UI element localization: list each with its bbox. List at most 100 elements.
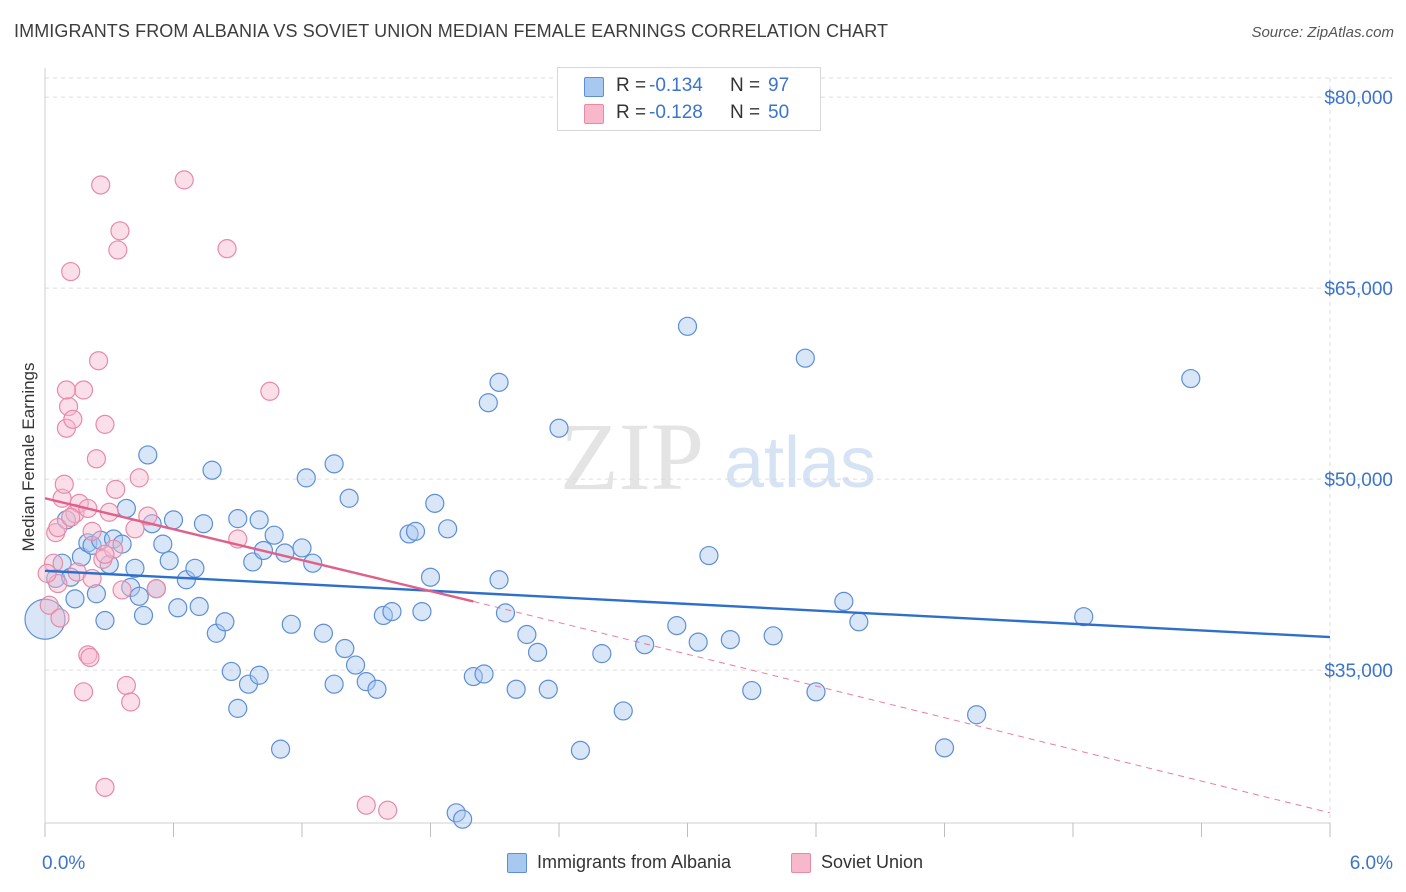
- soviet-point: [378, 800, 398, 820]
- soviet-point: [146, 579, 166, 599]
- albania-point: [538, 679, 558, 699]
- albania-point: [1074, 607, 1094, 627]
- x-tick-label: 6.0%: [1350, 853, 1393, 874]
- albania-point: [24, 598, 66, 640]
- soviet-point: [78, 645, 98, 665]
- albania-point: [249, 510, 269, 530]
- albania-point: [849, 612, 869, 632]
- soviet-swatch: [584, 104, 604, 124]
- soviet-point: [48, 517, 68, 538]
- albania-point: [193, 514, 214, 534]
- soviet-point: [95, 777, 115, 797]
- soviet-point: [50, 608, 70, 628]
- albania-point: [677, 316, 698, 336]
- albania-point: [185, 558, 205, 578]
- source-label: Source: ZipAtlas.com: [1251, 24, 1394, 41]
- albania-point: [720, 630, 740, 650]
- albania-point: [489, 570, 509, 590]
- albania-point: [438, 519, 458, 539]
- albania-point: [324, 674, 344, 694]
- albania-point: [489, 372, 509, 392]
- albania-point: [688, 632, 708, 652]
- albania-point: [834, 591, 854, 612]
- y-tick-label: $50,000: [1324, 470, 1393, 491]
- soviet-point: [86, 449, 107, 469]
- soviet-point: [108, 240, 128, 260]
- soviet-point: [63, 409, 83, 429]
- albania-point: [667, 616, 687, 636]
- axis-layer: [44, 68, 1331, 837]
- stats-row-albania: R = -0.134 N = 97: [558, 75, 820, 101]
- albania-point: [549, 418, 569, 438]
- soviet-point: [39, 595, 59, 615]
- albania-point: [228, 509, 248, 529]
- soviet-point: [61, 261, 81, 282]
- albania-point: [116, 498, 136, 519]
- albania-point: [405, 521, 426, 541]
- albania-point: [367, 679, 387, 699]
- albania-point: [324, 454, 344, 474]
- albania-point: [153, 534, 173, 554]
- albania-point: [95, 610, 115, 631]
- soviet-point: [95, 414, 115, 434]
- albania-point: [215, 612, 235, 632]
- watermark-atlas: atlas: [724, 423, 876, 503]
- r-label: R =: [616, 102, 647, 123]
- soviet-point: [116, 675, 136, 696]
- n-value: 97: [768, 75, 790, 96]
- soviet-point: [112, 580, 132, 600]
- albania-point: [159, 551, 179, 571]
- albania-point: [763, 626, 783, 646]
- albania-point: [934, 738, 955, 758]
- soviet-point: [58, 396, 79, 417]
- albania-point: [453, 809, 473, 829]
- soviet-point: [80, 647, 100, 668]
- albania-point: [517, 624, 537, 645]
- albania-point: [425, 493, 445, 513]
- albania-point: [138, 445, 158, 465]
- watermark-zip: ZIP: [560, 403, 704, 510]
- soviet-trend-extension: [473, 600, 1331, 814]
- stats-box: R = -0.134 N = 97 R = -0.128 N = 50: [557, 67, 821, 131]
- albania-point: [202, 460, 222, 480]
- albania-point: [168, 598, 188, 618]
- albania-point: [270, 739, 291, 759]
- albania-point: [163, 510, 184, 530]
- r-value: -0.128: [649, 102, 703, 123]
- albania-point: [313, 623, 334, 643]
- y-tick-label: $35,000: [1324, 661, 1393, 682]
- albania-point: [742, 680, 762, 701]
- albania-point: [412, 601, 432, 622]
- chart-legend: Immigrants from Albania Soviet Union: [0, 852, 1406, 876]
- grid-layer: [45, 77, 1392, 823]
- soviet-point: [121, 692, 141, 712]
- albania-point: [296, 468, 316, 488]
- albania-point: [221, 661, 241, 682]
- albania-point: [86, 584, 107, 604]
- soviet-point: [356, 795, 376, 815]
- watermark: ZIP atlas: [560, 403, 876, 510]
- soviet-point: [174, 170, 194, 190]
- soviet-point: [217, 239, 237, 259]
- albania-point: [281, 614, 301, 634]
- albania-point: [189, 596, 209, 617]
- legend-label-soviet: Soviet Union: [821, 852, 924, 872]
- soviet-point: [106, 479, 126, 499]
- albania-point: [292, 538, 312, 558]
- soviet-point: [95, 544, 115, 564]
- chart-title: IMMIGRANTS FROM ALBANIA VS SOVIET UNION …: [14, 21, 889, 41]
- soviet-point: [138, 506, 158, 526]
- soviet-point: [110, 221, 130, 241]
- tick-labels: $35,000 $50,000 $65,000 $80,000 0.0% 6.0%: [42, 88, 1393, 874]
- albania-point: [795, 348, 815, 368]
- albania-point: [249, 665, 269, 685]
- albania-point: [345, 655, 366, 675]
- albania-point: [133, 605, 154, 626]
- albania-point: [570, 740, 591, 761]
- trend-lines: [44, 497, 1331, 814]
- albania-point: [495, 603, 516, 623]
- albania-point: [339, 488, 359, 508]
- albania-point: [613, 701, 633, 721]
- albania-point: [335, 638, 355, 659]
